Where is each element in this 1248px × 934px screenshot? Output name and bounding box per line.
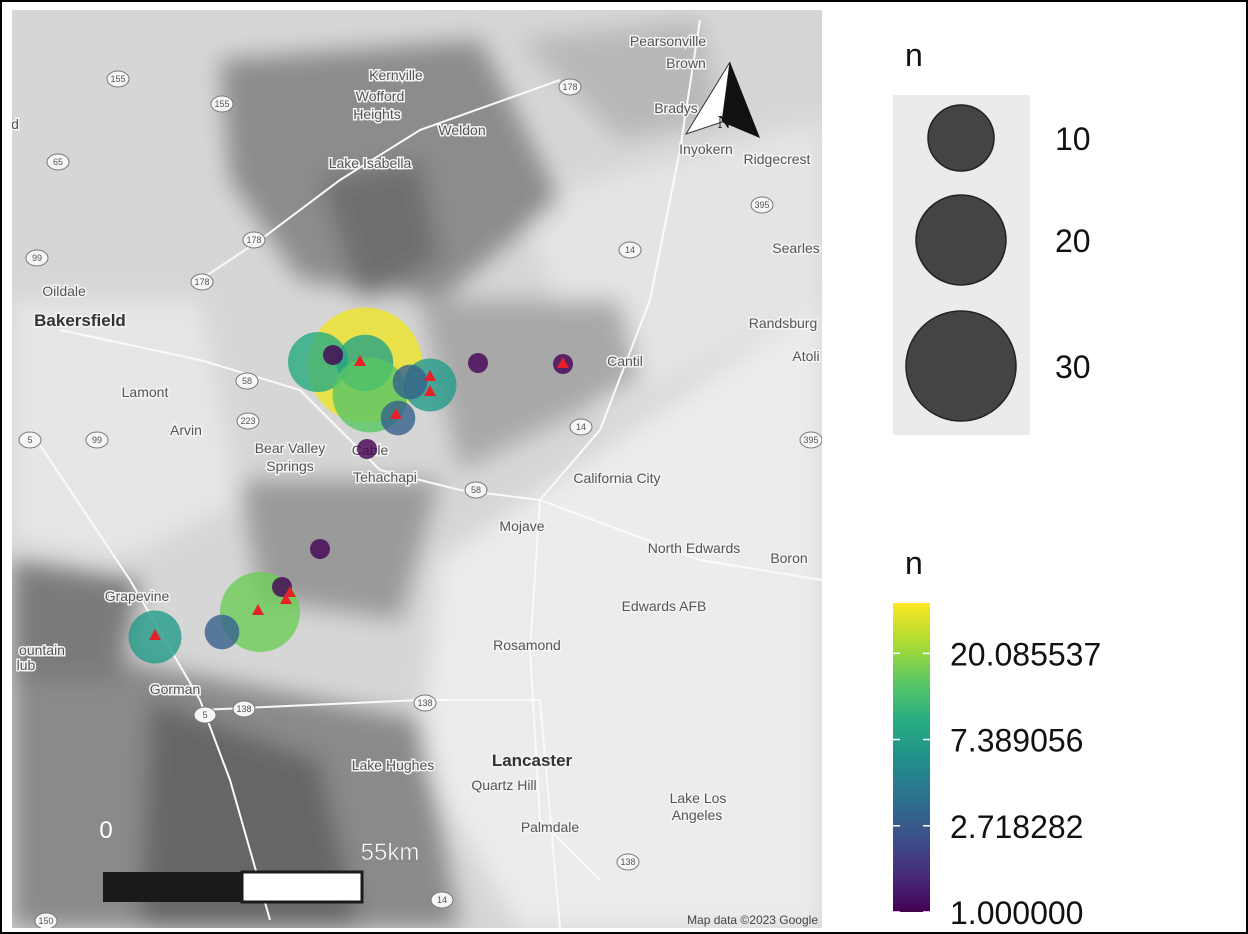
- highway-number: 150: [38, 916, 53, 926]
- place-label: Lake Isabella: [329, 155, 412, 171]
- place-label: Lancaster: [492, 751, 573, 770]
- highway-number: 223: [240, 416, 255, 426]
- highway-number: 5: [202, 710, 207, 720]
- scale-label: 0: [99, 817, 112, 844]
- highway-number: 58: [242, 376, 252, 386]
- place-label: Searles: [772, 240, 819, 256]
- place-label: ountain: [19, 642, 65, 658]
- place-label: Palmdale: [521, 819, 580, 835]
- figure: Pearsonville Brown Kernville Wofford Heights…: [0, 0, 1248, 934]
- place-label: Edwards AFB: [622, 598, 707, 614]
- size-key-label: 30: [1055, 349, 1091, 385]
- highway-number: 14: [625, 245, 635, 255]
- place-label: Heights: [353, 106, 400, 122]
- highway-number: 65: [53, 157, 63, 167]
- size-key-label: 10: [1055, 121, 1091, 157]
- place-label: Oildale: [42, 283, 86, 299]
- bubble: [468, 353, 488, 373]
- colorbar-tick-label: 20.085537: [950, 636, 1101, 672]
- attribution: Map data ©2023 Google: [687, 913, 818, 927]
- bubble: [393, 365, 428, 400]
- place-label: Gorman: [150, 681, 201, 697]
- place-label: Wofford: [356, 88, 405, 104]
- north-label: N: [718, 112, 731, 132]
- place-label: Lake Hughes: [352, 757, 435, 773]
- bubble: [310, 539, 330, 559]
- place-label: Randsburg: [749, 315, 818, 331]
- place-label: Angeles: [672, 807, 723, 823]
- highway-number: 178: [562, 82, 577, 92]
- highway-number: 178: [246, 235, 261, 245]
- highway-number: 5: [27, 435, 32, 445]
- highway-number: 138: [417, 698, 432, 708]
- highway-number: 99: [92, 435, 102, 445]
- highway-number: 395: [803, 435, 818, 445]
- place-label: Springs: [266, 458, 313, 474]
- place-label: Mojave: [499, 518, 544, 534]
- place-label: Rosamond: [493, 637, 561, 653]
- place-label: Quartz Hill: [471, 777, 536, 793]
- place-label: Arvin: [170, 422, 202, 438]
- highway-number: 99: [32, 253, 42, 263]
- place-label: Bakersfield: [34, 311, 126, 330]
- bubble: [323, 345, 343, 365]
- place-label: Weldon: [438, 122, 485, 138]
- place-label: Tehachapi: [353, 469, 417, 485]
- highway-number: 178: [194, 277, 209, 287]
- highway-number: 395: [754, 200, 769, 210]
- place-label: North Edwards: [648, 540, 741, 556]
- size-key: [928, 105, 994, 171]
- place-label: Cantil: [607, 353, 643, 369]
- scale-label: 55km: [361, 839, 420, 866]
- color-legend-title: n: [905, 545, 923, 581]
- bubble: [205, 615, 240, 650]
- colorbar-tick-label: 1.000000: [950, 895, 1083, 931]
- place-label: lub: [17, 657, 36, 673]
- map: Pearsonville Brown Kernville Wofford Heights…: [11, 10, 822, 929]
- highway-number: 138: [236, 704, 251, 714]
- highway-number: 14: [576, 422, 586, 432]
- bubble: [357, 439, 377, 459]
- size-key: [916, 195, 1006, 285]
- highway-number: 14: [437, 895, 447, 905]
- place-label: Bradys: [654, 100, 698, 116]
- highway-number: 155: [110, 74, 125, 84]
- size-key-label: 20: [1055, 223, 1091, 259]
- size-key: [906, 311, 1016, 421]
- colorbar: [893, 603, 930, 912]
- place-label: Kernville: [369, 67, 423, 83]
- highway-number: 138: [620, 857, 635, 867]
- highway-number: 155: [214, 99, 229, 109]
- highway-number: 58: [471, 485, 481, 495]
- place-label: California City: [573, 470, 660, 486]
- colorbar-tick-label: 7.389056: [950, 723, 1083, 759]
- place-label: Boron: [770, 550, 807, 566]
- place-label: Grapevine: [105, 588, 170, 604]
- colorbar-tick-label: 2.718282: [950, 809, 1083, 845]
- place-label: Lamont: [122, 384, 169, 400]
- place-label: d: [11, 116, 19, 132]
- place-label: Bear Valley: [255, 440, 326, 456]
- place-label: Ridgecrest: [744, 151, 811, 167]
- place-label: Inyokern: [679, 141, 733, 157]
- place-label: Pearsonville: [630, 33, 706, 49]
- size-legend-title: n: [905, 37, 923, 73]
- place-label: Atoli: [792, 348, 819, 364]
- place-label: Lake Los: [670, 790, 727, 806]
- place-label: Brown: [666, 55, 706, 71]
